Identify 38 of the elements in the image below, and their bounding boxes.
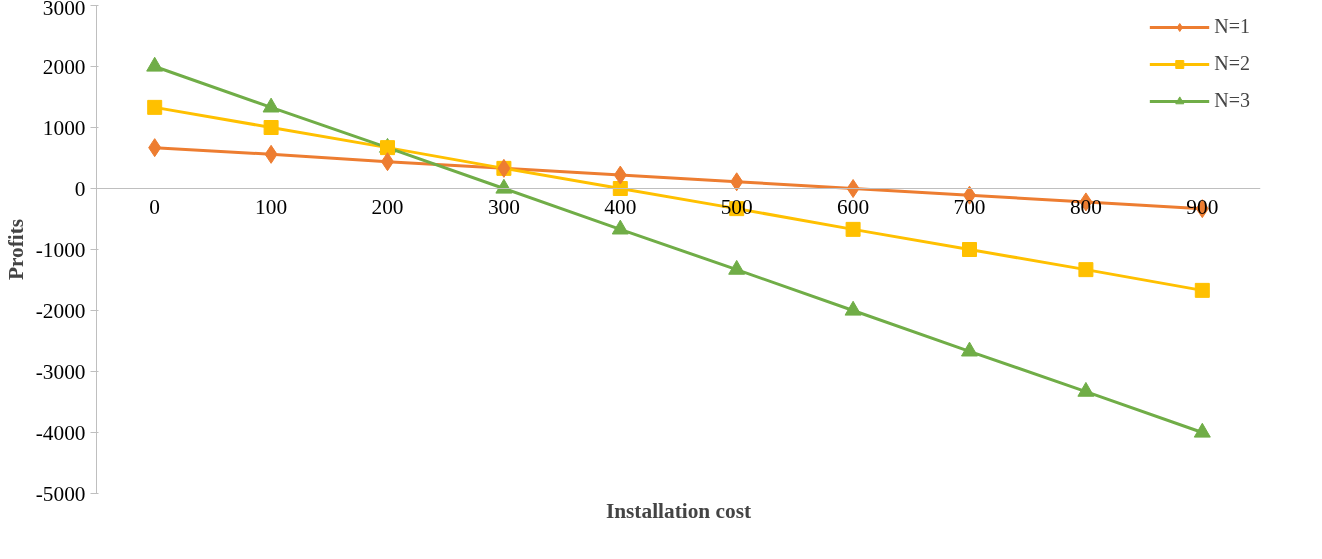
- y-tick-label: -2000: [35, 298, 86, 323]
- point: [1078, 262, 1094, 278]
- point: [1193, 422, 1211, 438]
- x-tick-label: 700: [953, 194, 986, 219]
- point: [613, 165, 627, 185]
- x-tick-label: 0: [149, 194, 161, 219]
- y-tick-label: 1000: [42, 115, 86, 140]
- point: [147, 99, 163, 115]
- point: [844, 300, 862, 316]
- point: [611, 219, 629, 235]
- y-tick-label: -3000: [35, 359, 86, 384]
- x-axis-title: Installation cost: [605, 498, 752, 523]
- point: [846, 179, 860, 198]
- point: [148, 138, 162, 158]
- x-tick-label: 100: [255, 194, 288, 219]
- y-tick-label: -1000: [35, 237, 86, 262]
- x-tick-label: 300: [487, 194, 520, 219]
- point: [961, 341, 978, 357]
- x-tick-label: 600: [837, 194, 870, 219]
- legend-label: N=3: [1214, 89, 1250, 112]
- point: [264, 144, 278, 164]
- point: [962, 242, 977, 257]
- y-tick-label: 0: [74, 176, 86, 201]
- legend-label: N=2: [1214, 52, 1250, 75]
- point: [1077, 381, 1095, 397]
- point: [1194, 282, 1210, 298]
- y-tick-label: 3000: [42, 0, 86, 20]
- y-tick-label: 2000: [42, 54, 86, 79]
- point: [263, 120, 279, 135]
- x-tick-label: 400: [604, 194, 637, 219]
- y-tick-label: -4000: [35, 420, 86, 445]
- point: [845, 221, 861, 237]
- legend-label: N=1: [1214, 15, 1250, 38]
- y-tick-label: -5000: [35, 481, 86, 506]
- x-tick-label: 200: [371, 194, 404, 219]
- y-axis-title: Profits: [3, 218, 28, 281]
- point: [730, 172, 744, 192]
- point: [728, 259, 746, 275]
